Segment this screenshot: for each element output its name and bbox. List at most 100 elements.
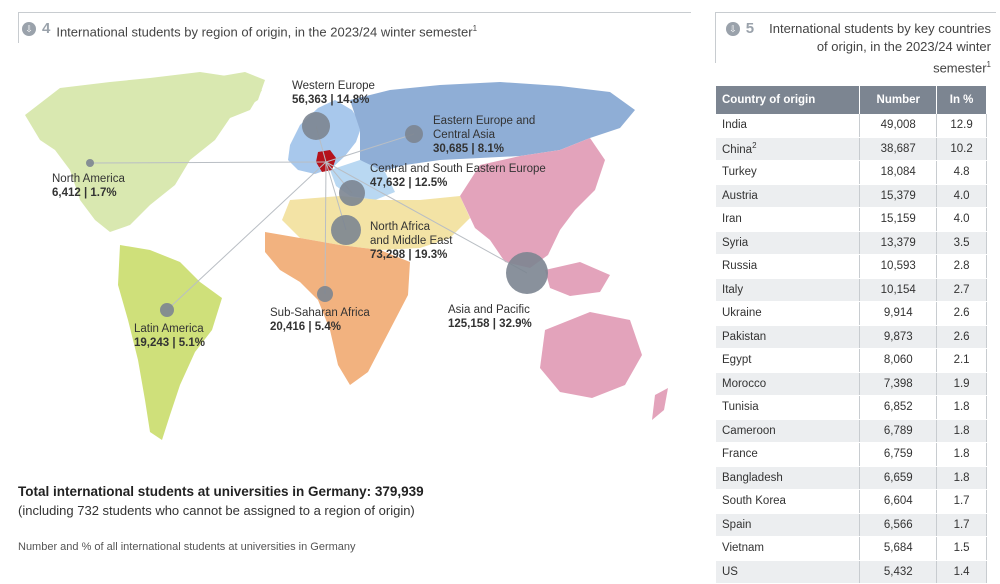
- label-latin-america: Latin America 19,243 | 5.1%: [134, 323, 205, 349]
- country-cell: India: [716, 114, 861, 138]
- table-row: Bangladesh 6,659 1.8: [716, 466, 987, 490]
- label-western-europe: Western Europe 56,363 | 14.8%: [292, 80, 375, 106]
- number-cell: 6,659: [859, 466, 938, 490]
- map-footnote: Number and % of all international studen…: [18, 541, 356, 553]
- table-row: Austria 15,379 4.0: [716, 184, 987, 208]
- download-icon[interactable]: ⇩: [726, 22, 740, 36]
- figure-4-frame: [18, 12, 691, 43]
- percent-cell: 3.5: [936, 231, 987, 255]
- country-cell: Austria: [716, 184, 861, 208]
- country-cell: Cameroon: [716, 419, 861, 443]
- bubble-western-europe[interactable]: [302, 112, 330, 140]
- number-cell: 13,379: [859, 231, 938, 255]
- number-cell: 6,566: [859, 513, 938, 537]
- table-row: Russia 10,593 2.8: [716, 254, 987, 279]
- country-cell: Ukraine: [716, 301, 861, 326]
- country-cell: Syria: [716, 231, 861, 255]
- table-header-row: Country of origin Number In %: [716, 86, 987, 114]
- table-row: Pakistan 9,873 2.6: [716, 325, 987, 349]
- world-map: [25, 72, 668, 440]
- percent-cell: 1.8: [936, 395, 987, 420]
- column-header-percent[interactable]: In %: [936, 86, 987, 114]
- greenland: [210, 72, 265, 112]
- number-cell: 18,084: [859, 160, 938, 185]
- country-cell: Tunisia: [716, 395, 861, 420]
- bubble-sub-saharan-africa[interactable]: [317, 286, 333, 302]
- number-cell: 38,687: [859, 137, 938, 161]
- label-asia-pacific: Asia and Pacific 125,158 | 32.9%: [448, 304, 532, 330]
- label-sub-saharan-africa: Sub-Saharan Africa 20,416 | 5.4%: [270, 307, 370, 333]
- figure-title: International students by key countries o…: [769, 21, 991, 76]
- country-cell: Turkey: [716, 160, 861, 185]
- figure-5-frame: [715, 12, 996, 63]
- country-cell: Vietnam: [716, 536, 861, 561]
- bubble-latin-america[interactable]: [160, 303, 174, 317]
- table-row: France 6,759 1.8: [716, 442, 987, 467]
- figure-5-header: ⇩ 5 International students by key countr…: [726, 20, 991, 77]
- percent-cell: 12.9: [936, 114, 987, 138]
- country-cell: Russia: [716, 254, 861, 279]
- percent-cell: 2.1: [936, 348, 987, 373]
- percent-cell: 1.8: [936, 442, 987, 467]
- table-row: Vietnam 5,684 1.5: [716, 536, 987, 561]
- number-cell: 49,008: [859, 114, 938, 138]
- table-row: Egypt 8,060 2.1: [716, 348, 987, 373]
- percent-cell: 4.8: [936, 160, 987, 185]
- country-cell: South Korea: [716, 489, 861, 514]
- figure-number: 4: [42, 20, 51, 37]
- percent-cell: 1.9: [936, 372, 987, 396]
- connection-lines: [89, 125, 528, 311]
- table-row: Ukraine 9,914 2.6: [716, 301, 987, 326]
- label-north-africa: North Africa and Middle East 73,298 | 19.3…: [370, 221, 453, 261]
- number-cell: 9,873: [859, 325, 938, 349]
- number-cell: 10,154: [859, 278, 938, 302]
- bubble-asia-pacific[interactable]: [506, 252, 548, 294]
- number-cell: 8,060: [859, 348, 938, 373]
- country-cell: Iran: [716, 207, 861, 232]
- table-row: India 49,008 12.9: [716, 114, 987, 138]
- table-body: India 49,008 12.9 China2 38,687 10.2 Turkey 18,…: [716, 114, 987, 584]
- region-bubbles: [86, 112, 548, 317]
- percent-cell: 10.2: [936, 137, 987, 161]
- country-cell: Bangladesh: [716, 466, 861, 490]
- countries-table: Country of origin Number In % India 49,00…: [716, 86, 987, 584]
- number-cell: 7,398: [859, 372, 938, 396]
- table-row: Italy 10,154 2.7: [716, 278, 987, 302]
- sub-saharan-africa-region[interactable]: [265, 232, 410, 385]
- column-header-number[interactable]: Number: [859, 86, 938, 114]
- label-eastern-europe: Eastern Europe and Central Asia 30,685 | 8…: [433, 115, 536, 155]
- country-cell: Egypt: [716, 348, 861, 373]
- country-cell: Pakistan: [716, 325, 861, 349]
- number-cell: 15,379: [859, 184, 938, 208]
- percent-cell: 4.0: [936, 184, 987, 208]
- north-africa-region[interactable]: [282, 196, 470, 250]
- label-north-america: North America 6,412 | 1.7%: [52, 173, 125, 199]
- bubble-north-america[interactable]: [86, 159, 94, 167]
- figure-4-header: ⇩ 4 International students by region of …: [22, 20, 477, 41]
- country-cell: Spain: [716, 513, 861, 537]
- percent-cell: 1.8: [936, 466, 987, 490]
- table-row: Cameroon 6,789 1.8: [716, 419, 987, 443]
- eastern-europe-region[interactable]: [350, 82, 635, 172]
- percent-cell: 1.8: [936, 419, 987, 443]
- column-header-country[interactable]: Country of origin: [716, 86, 861, 114]
- latin-america-region[interactable]: [118, 245, 222, 440]
- western-europe-region[interactable]: [288, 100, 362, 174]
- percent-cell: 1.5: [936, 536, 987, 561]
- country-cell: US: [716, 560, 861, 584]
- table-row: Turkey 18,084 4.8: [716, 160, 987, 185]
- bubble-central-south-eastern-europe[interactable]: [339, 180, 365, 206]
- number-cell: 6,789: [859, 419, 938, 443]
- north-america-region[interactable]: [25, 72, 262, 232]
- number-cell: 10,593: [859, 254, 938, 279]
- asia-pacific-region[interactable]: [460, 138, 605, 268]
- number-cell: 5,432: [859, 560, 938, 584]
- figure-number: 5: [745, 20, 755, 37]
- new-zealand: [652, 388, 668, 420]
- download-icon[interactable]: ⇩: [22, 22, 36, 36]
- bubble-eastern-europe[interactable]: [405, 125, 423, 143]
- number-cell: 6,852: [859, 395, 938, 420]
- number-cell: 6,604: [859, 489, 938, 514]
- bubble-north-africa[interactable]: [331, 215, 361, 245]
- percent-cell: 1.4: [936, 560, 987, 584]
